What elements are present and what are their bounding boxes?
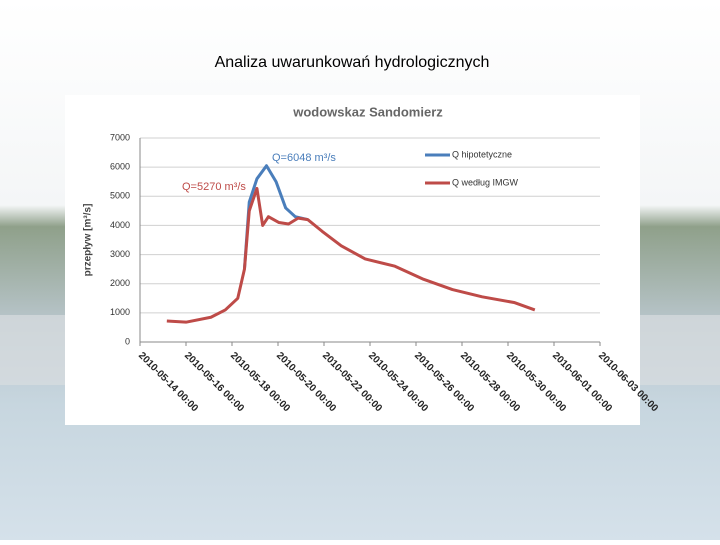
y-axis-label: przepływ [m³/s] (83, 204, 94, 277)
y-tick-label: 5000 (110, 191, 130, 201)
y-tick-label: 0 (125, 336, 130, 346)
annotation: Q=5270 m³/s (182, 181, 246, 193)
slide-title: Analiza uwarunkowań hydrologicznych (215, 54, 490, 71)
y-tick-label: 6000 (110, 162, 130, 172)
series-line (166, 186, 536, 324)
legend-label: Q hipotetyczne (452, 149, 512, 159)
legend-label: Q według IMGW (452, 177, 519, 187)
chart-title: wodowskaz Sandomierz (292, 104, 443, 119)
y-tick-label: 7000 (110, 132, 130, 142)
annotation: Q=6048 m³/s (272, 152, 336, 164)
chart-panel (65, 95, 640, 425)
series-line (242, 164, 309, 270)
y-tick-label: 1000 (110, 307, 130, 317)
y-tick-label: 3000 (110, 249, 130, 259)
y-tick-label: 2000 (110, 278, 130, 288)
y-tick-label: 4000 (110, 220, 130, 230)
